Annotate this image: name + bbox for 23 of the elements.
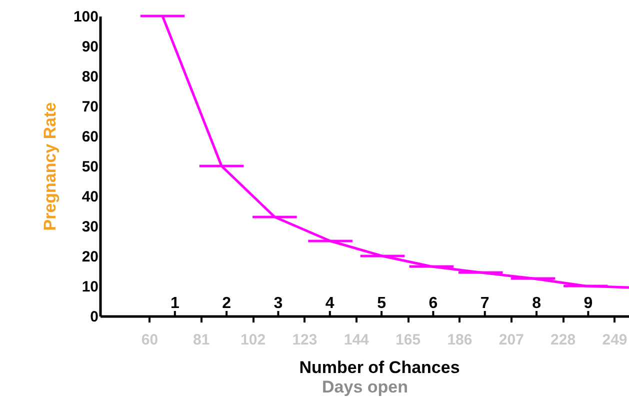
x2-tick-label: 4 — [325, 295, 334, 312]
x2-tick-label: 3 — [274, 295, 283, 312]
y-tick-label: 20 — [82, 248, 98, 266]
y-axis-title: Pregnancy Rate — [40, 102, 60, 231]
y-tick-label: 80 — [82, 68, 98, 86]
y-tick-label: 90 — [82, 38, 98, 56]
x2-tick-label: 9 — [584, 295, 593, 312]
y-tick-label: 50 — [82, 158, 98, 176]
x2-tick-label: 1 — [170, 295, 180, 312]
y-tick-label: 40 — [82, 188, 98, 206]
x2-tick-label: 7 — [480, 295, 490, 312]
y-tick-label: 10 — [82, 278, 98, 296]
x2-tick-label: 2 — [222, 295, 232, 312]
y-tick-label: 70 — [82, 98, 98, 116]
x2-axis-title: Number of Chances — [299, 358, 460, 377]
y-tick-label: 100 — [73, 8, 98, 26]
x2-tick-label: 5 — [377, 295, 386, 312]
x2-tick-label: 6 — [428, 295, 438, 312]
x-axis-title: Days open — [322, 378, 408, 396]
x2-tick-label: 8 — [532, 295, 542, 312]
y-tick-label: 60 — [82, 128, 98, 146]
y-tick-label: 30 — [82, 218, 98, 236]
y-tick-label: 0 — [90, 308, 98, 326]
